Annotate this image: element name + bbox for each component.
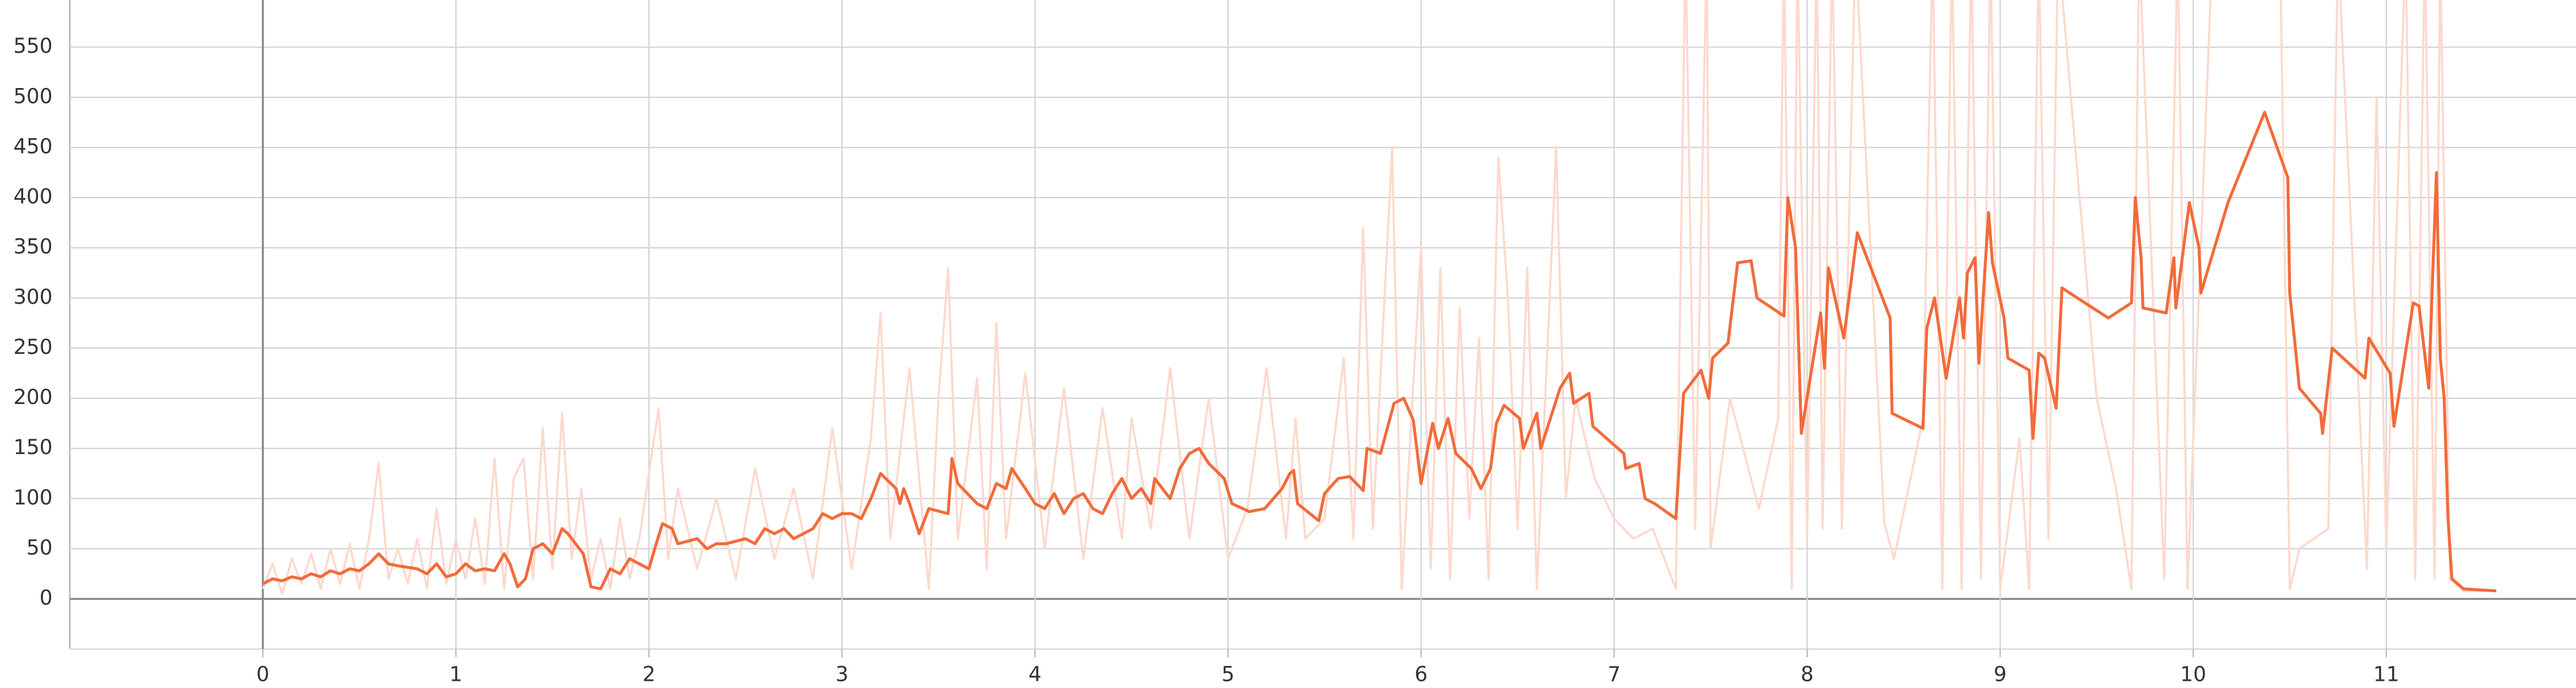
y-tick-label: 350 <box>13 234 52 259</box>
y-tick-label: 500 <box>13 84 52 108</box>
y-tick-label: 400 <box>13 184 52 209</box>
x-tick-label: 9 <box>1994 662 2007 686</box>
y-tick-label: 200 <box>13 385 52 409</box>
y-tick-label: 0 <box>40 586 53 610</box>
plot-area <box>261 0 2497 595</box>
x-tick-label: 7 <box>1607 662 1621 686</box>
x-tick-label: 6 <box>1414 662 1428 686</box>
axis-labels: 0 50 100 150 200 250 300 350 400 450 500 550 0 1 2 3 4 5 6… <box>13 34 2399 686</box>
x-tick-label: 8 <box>1801 662 1814 686</box>
x-tick-label: 5 <box>1222 662 1235 686</box>
x-tick-label: 4 <box>1029 662 1042 686</box>
x-tick-label: 2 <box>642 662 655 686</box>
x-tick-label: 11 <box>2373 662 2399 686</box>
y-tick-label: 150 <box>13 435 52 459</box>
grid <box>69 0 2576 658</box>
y-tick-label: 50 <box>26 535 52 559</box>
x-tick-label: 0 <box>256 662 270 686</box>
y-tick-label: 250 <box>13 335 52 359</box>
y-tick-label: 550 <box>13 34 52 58</box>
x-tick-label: 3 <box>835 662 849 686</box>
y-tick-label: 450 <box>13 134 52 158</box>
series-line <box>261 0 2497 595</box>
y-tick-label: 100 <box>13 485 52 509</box>
series-line <box>262 111 2497 593</box>
x-tick-label: 10 <box>2180 662 2206 686</box>
y-tick-label: 300 <box>13 285 52 309</box>
x-tick-label: 1 <box>450 662 463 686</box>
